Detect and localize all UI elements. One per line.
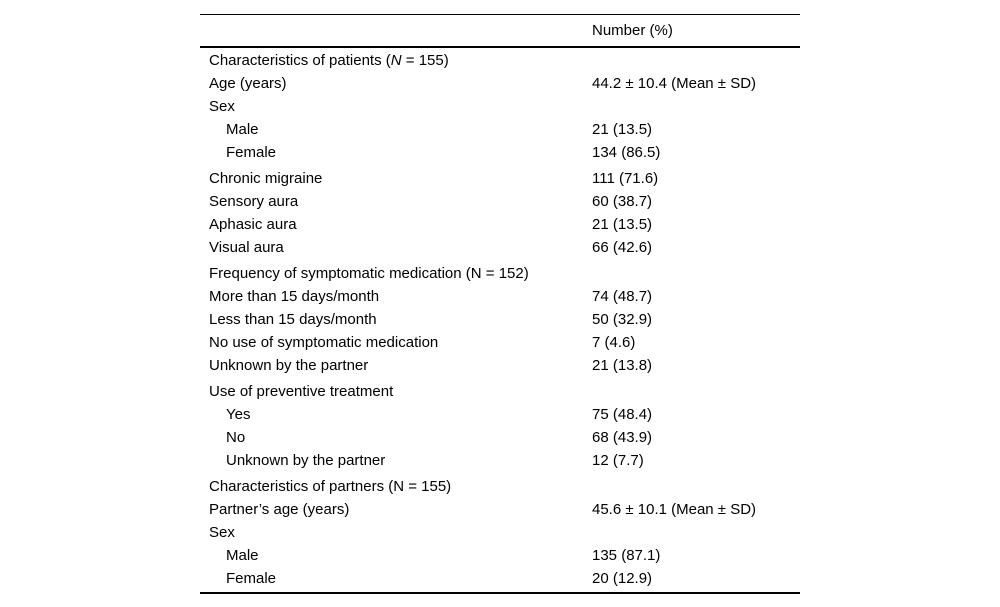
row-value: 45.6 ± 10.1 (Mean ± SD): [592, 501, 757, 518]
row-value: 21 (13.8): [592, 357, 653, 374]
table-row: Characteristics of partners (N = 155): [200, 475, 800, 498]
table-row: Male 21 (13.5): [200, 118, 800, 141]
table-row: Use of preventive treatment: [200, 380, 800, 403]
row-label: Partner’s age (years): [209, 501, 350, 518]
row-value: 75 (48.4): [592, 406, 653, 423]
row-label: Visual aura: [209, 239, 284, 256]
row-label: Unknown by the partner: [226, 452, 386, 469]
table-row: Sensory aura 60 (38.7): [200, 190, 800, 213]
row-label: Chronic migraine: [209, 170, 323, 187]
row-label: Frequency of symptomatic medication (N =…: [209, 265, 529, 282]
row-value: 12 (7.7): [592, 452, 644, 469]
row-label: Characteristics of patients (N = 155): [209, 52, 449, 69]
row-label: Unknown by the partner: [209, 357, 369, 374]
row-value: 21 (13.5): [592, 216, 653, 233]
table-body: Characteristics of patients (N = 155) Age…: [200, 48, 800, 592]
row-label: Age (years): [209, 75, 287, 92]
row-label: Yes: [226, 406, 251, 423]
row-value: 50 (32.9): [592, 311, 653, 328]
table-row: Sex: [200, 521, 800, 544]
row-value: 135 (87.1): [592, 547, 661, 564]
header-number-percent: Number (%): [592, 22, 673, 39]
row-label: Characteristics of partners (N = 155): [209, 478, 452, 495]
row-label: Male: [226, 121, 259, 138]
table-row: Less than 15 days/month 50 (32.9): [200, 308, 800, 331]
row-value: 20 (12.9): [592, 570, 653, 587]
row-label: Female: [226, 144, 277, 161]
row-label: Sex: [209, 98, 235, 115]
table-row: Age (years) 44.2 ± 10.4 (Mean ± SD): [200, 72, 800, 95]
row-value: 68 (43.9): [592, 429, 653, 446]
table-row: Female 134 (86.5): [200, 141, 800, 164]
table-row: Characteristics of patients (N = 155): [200, 49, 800, 72]
row-value: 66 (42.6): [592, 239, 653, 256]
table-row: Male 135 (87.1): [200, 544, 800, 567]
row-label: Aphasic aura: [209, 216, 297, 233]
table-row: Aphasic aura 21 (13.5): [200, 213, 800, 236]
row-label: Less than 15 days/month: [209, 311, 377, 328]
row-label: No use of symptomatic medication: [209, 334, 439, 351]
row-label: Female: [226, 570, 277, 587]
table-row: Sex: [200, 95, 800, 118]
row-label: No: [226, 429, 246, 446]
row-label: Use of preventive treatment: [209, 383, 394, 400]
patient-characteristics-table: Number (%) Characteristics of patients (…: [200, 14, 800, 594]
row-value: 21 (13.5): [592, 121, 653, 138]
table-header-row: Number (%): [200, 15, 800, 48]
table-row: Female 20 (12.9): [200, 567, 800, 590]
table-row: No 68 (43.9): [200, 426, 800, 449]
row-value: 7 (4.6): [592, 334, 636, 351]
row-value: 44.2 ± 10.4 (Mean ± SD): [592, 75, 757, 92]
row-value: 111 (71.6): [592, 170, 659, 187]
row-label: Male: [226, 547, 259, 564]
row-label: More than 15 days/month: [209, 288, 380, 305]
table-row: Visual aura 66 (42.6): [200, 236, 800, 259]
table-row: No use of symptomatic medication 7 (4.6): [200, 331, 800, 354]
row-value: 134 (86.5): [592, 144, 661, 161]
table-row: Partner’s age (years) 45.6 ± 10.1 (Mean ±…: [200, 498, 800, 521]
row-label: Sensory aura: [209, 193, 299, 210]
table-row: Frequency of symptomatic medication (N =…: [200, 262, 800, 285]
row-value: 74 (48.7): [592, 288, 653, 305]
row-label: Sex: [209, 524, 235, 541]
row-value: 60 (38.7): [592, 193, 653, 210]
table-row: Unknown by the partner 12 (7.7): [200, 449, 800, 472]
table-row: Unknown by the partner 21 (13.8): [200, 354, 800, 377]
table-row: Yes 75 (48.4): [200, 403, 800, 426]
table-row: More than 15 days/month 74 (48.7): [200, 285, 800, 308]
table-row: Chronic migraine 111 (71.6): [200, 167, 800, 190]
